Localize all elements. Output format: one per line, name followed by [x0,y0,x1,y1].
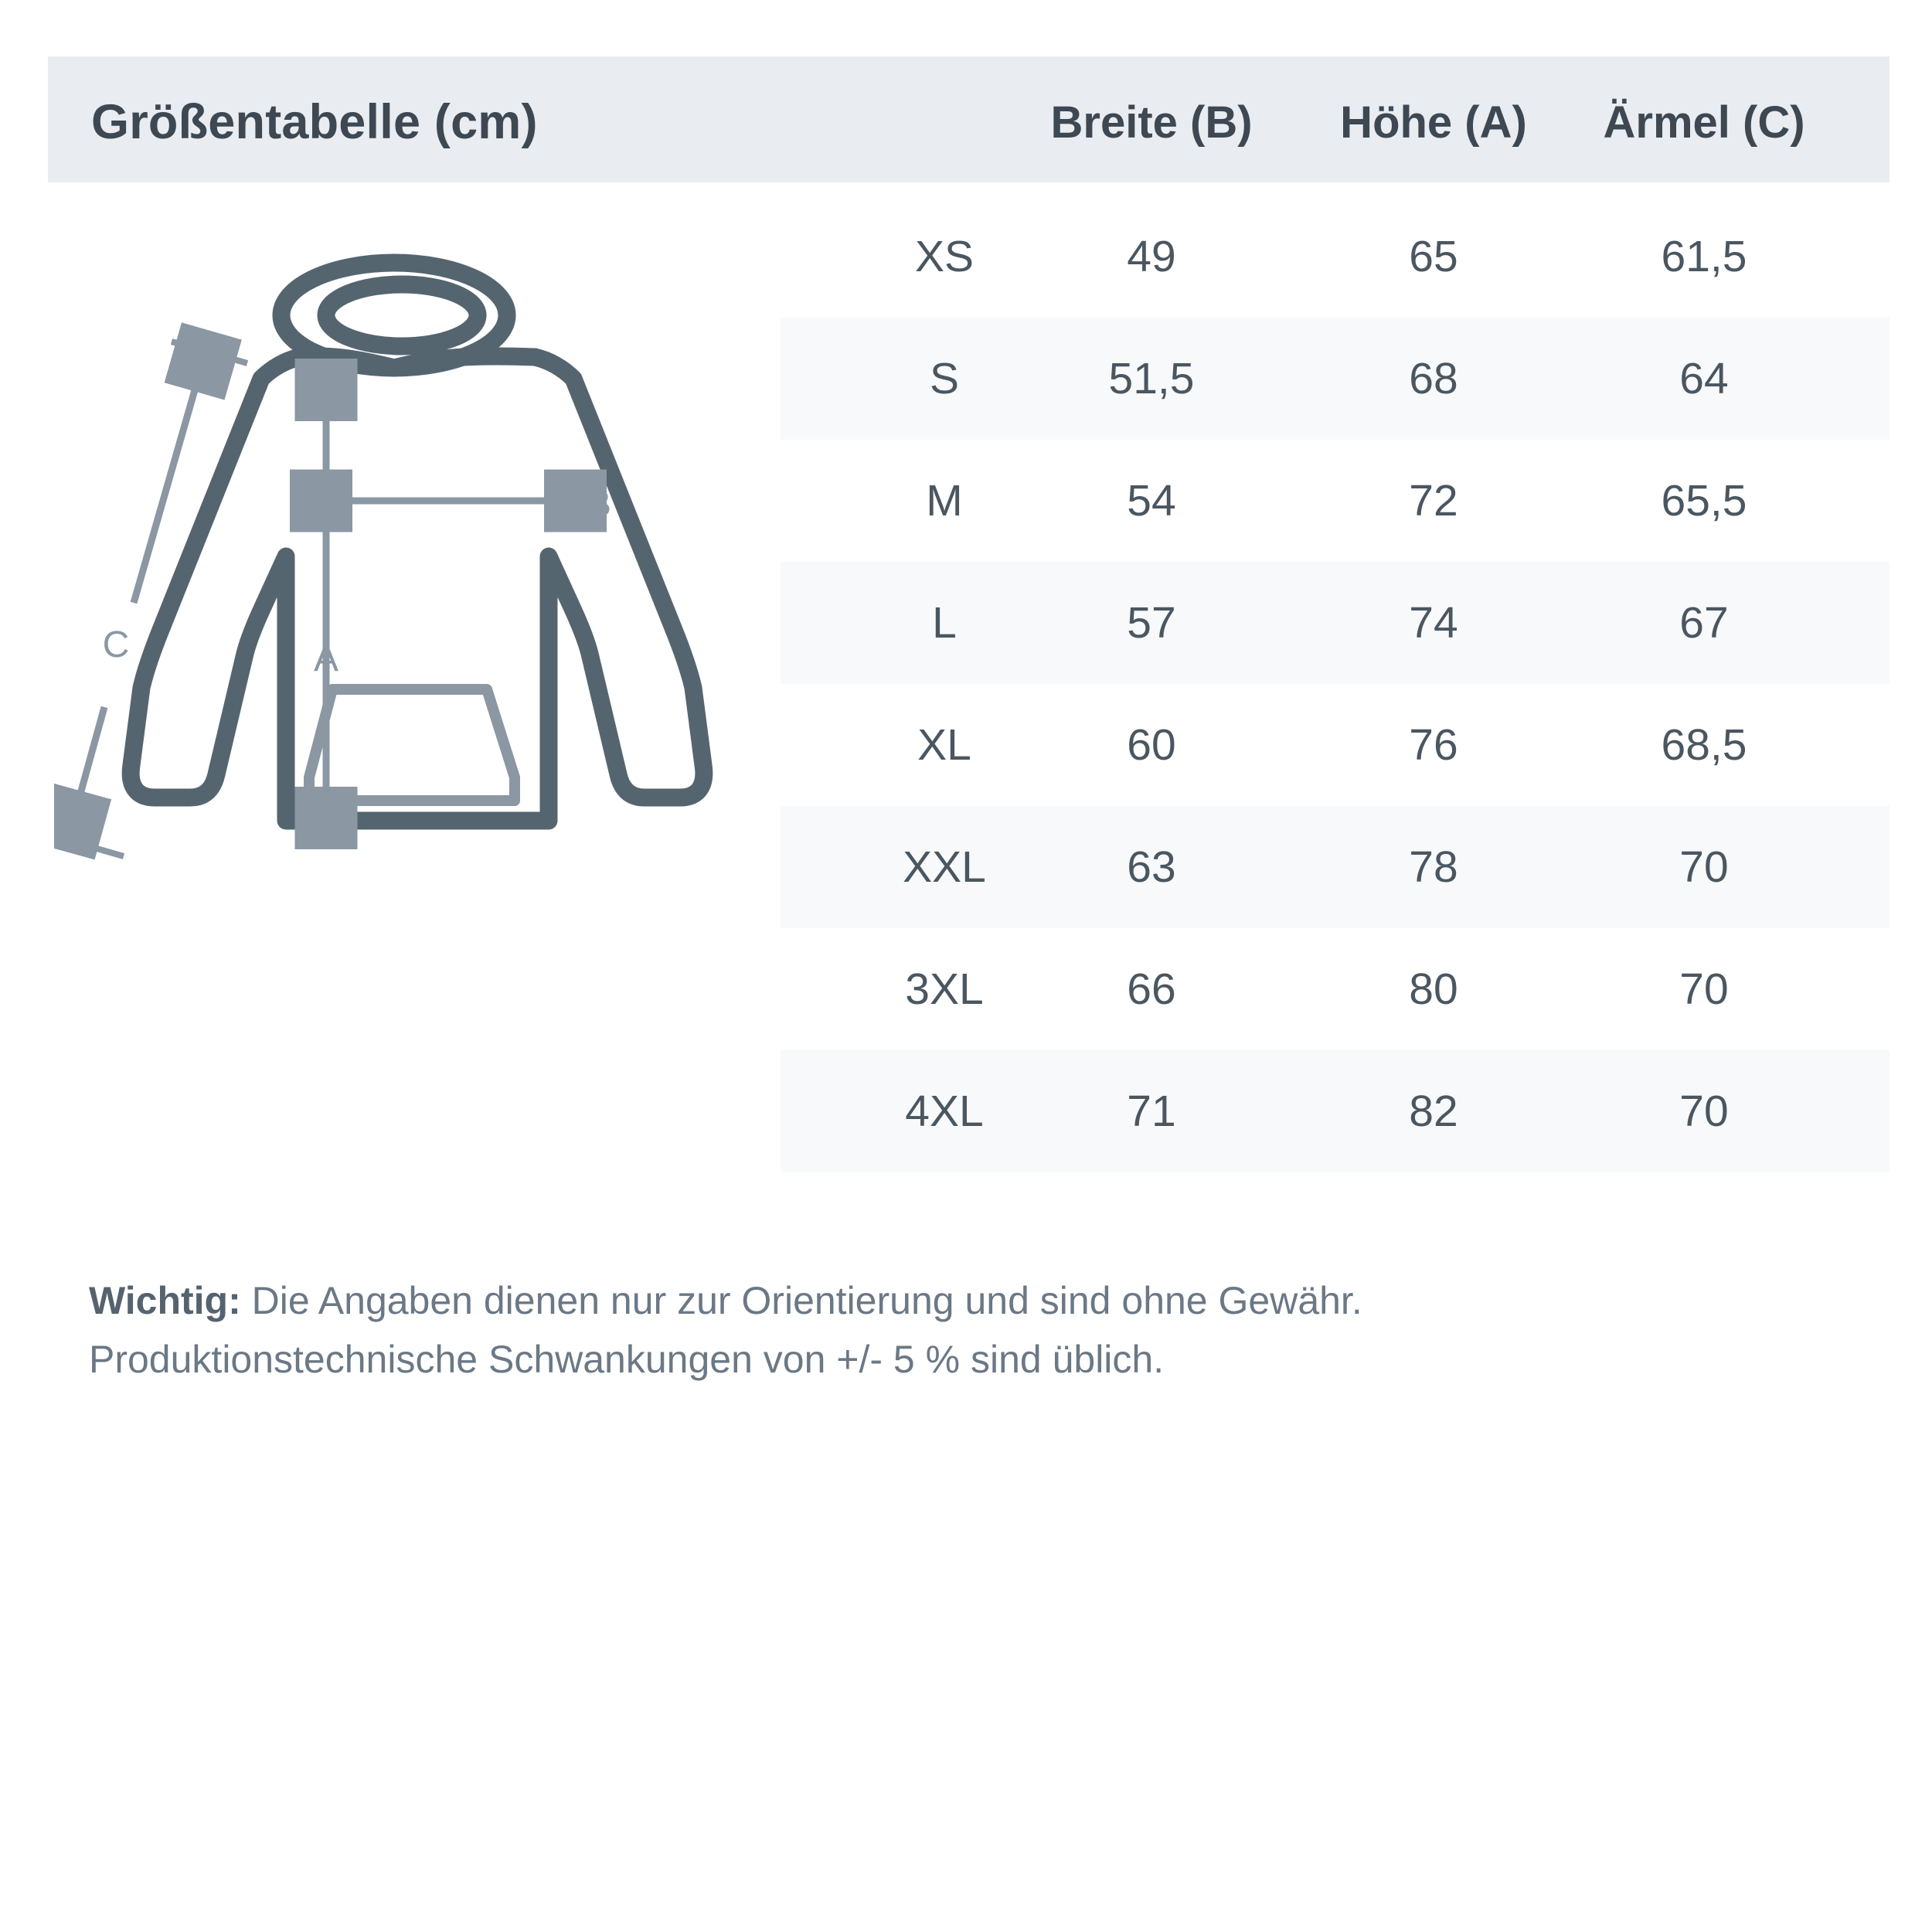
dimension-line-c-lower [73,706,104,819]
cell-size: 4XL [905,1087,984,1136]
column-header-width: Breite (B) [1050,97,1253,148]
cell-width: 54 [1127,476,1176,526]
cell-height: 74 [1409,598,1458,648]
footnote-emphasis: Wichtig: [89,1279,241,1322]
cell-height: 76 [1409,720,1458,770]
cell-width: 60 [1127,720,1176,770]
dimension-line-c-upper [130,363,202,604]
dimension-arrows [54,342,573,856]
table-row: XS 49 65 61,5 [781,196,1889,318]
table-row: L 57 74 67 [781,562,1889,684]
cell-height: 65 [1409,232,1458,281]
dimension-label-c: C [103,624,130,665]
cell-height: 82 [1409,1087,1458,1136]
cell-width: 66 [1127,964,1176,1014]
pocket-icon [304,684,520,806]
cell-size: XXL [903,842,986,892]
column-header-height: Höhe (A) [1340,97,1527,148]
garment-outline [121,253,713,830]
cell-height: 68 [1409,354,1458,403]
neckline-icon [291,347,544,377]
cell-size: 3XL [905,964,984,1014]
cell-sleeve: 70 [1679,964,1729,1014]
dimension-tick-c-top [170,338,249,366]
dimension-label-a: A [314,638,338,679]
hood-inner-icon [317,275,487,355]
cell-size: M [926,476,963,526]
cell-width: 63 [1127,842,1176,892]
cell-size: XL [917,720,971,770]
hoodie-measurement-diagram: B A C [54,224,788,866]
cell-sleeve: 70 [1679,1087,1729,1136]
footnote: Wichtig: Die Angaben dienen nur zur Orie… [89,1271,1866,1389]
footnote-line-2: Produktionstechnische Schwankungen von +… [89,1338,1165,1381]
column-header-sleeve: Ärmel (C) [1603,97,1805,148]
footnote-line-1: Die Angaben dienen nur zur Orientierung … [240,1279,1362,1322]
table-row: XXL 63 78 70 [781,806,1889,928]
size-table: XS 49 65 61,5 S 51,5 68 64 M 54 72 65,5 … [781,196,1889,1172]
dimension-tick-c-bottom [54,833,125,859]
table-row: 3XL 66 80 70 [781,928,1889,1050]
cell-width: 71 [1127,1087,1176,1136]
table-row: S 51,5 68 64 [781,318,1889,440]
cell-size: L [932,598,957,648]
header-band [48,56,1889,182]
table-row: 4XL 71 82 70 [781,1050,1889,1172]
cell-sleeve: 61,5 [1661,232,1747,281]
cell-width: 49 [1127,232,1176,281]
dimension-label-b: B [587,484,611,525]
cell-height: 78 [1409,842,1458,892]
cell-sleeve: 68,5 [1661,720,1747,770]
cell-height: 72 [1409,476,1458,526]
page-title: Größentabelle (cm) [91,95,538,149]
cell-sleeve: 70 [1679,842,1729,892]
body-outline-icon [121,348,713,830]
table-row: XL 60 76 68,5 [781,684,1889,806]
cell-sleeve: 64 [1679,354,1729,403]
cell-sleeve: 67 [1679,598,1729,648]
cell-sleeve: 65,5 [1661,476,1747,526]
table-row: M 54 72 65,5 [781,440,1889,562]
cell-size: S [929,354,960,403]
cell-width: 51,5 [1108,354,1195,403]
cell-size: XS [914,232,975,281]
cell-width: 57 [1127,598,1176,648]
cell-height: 80 [1409,964,1458,1014]
